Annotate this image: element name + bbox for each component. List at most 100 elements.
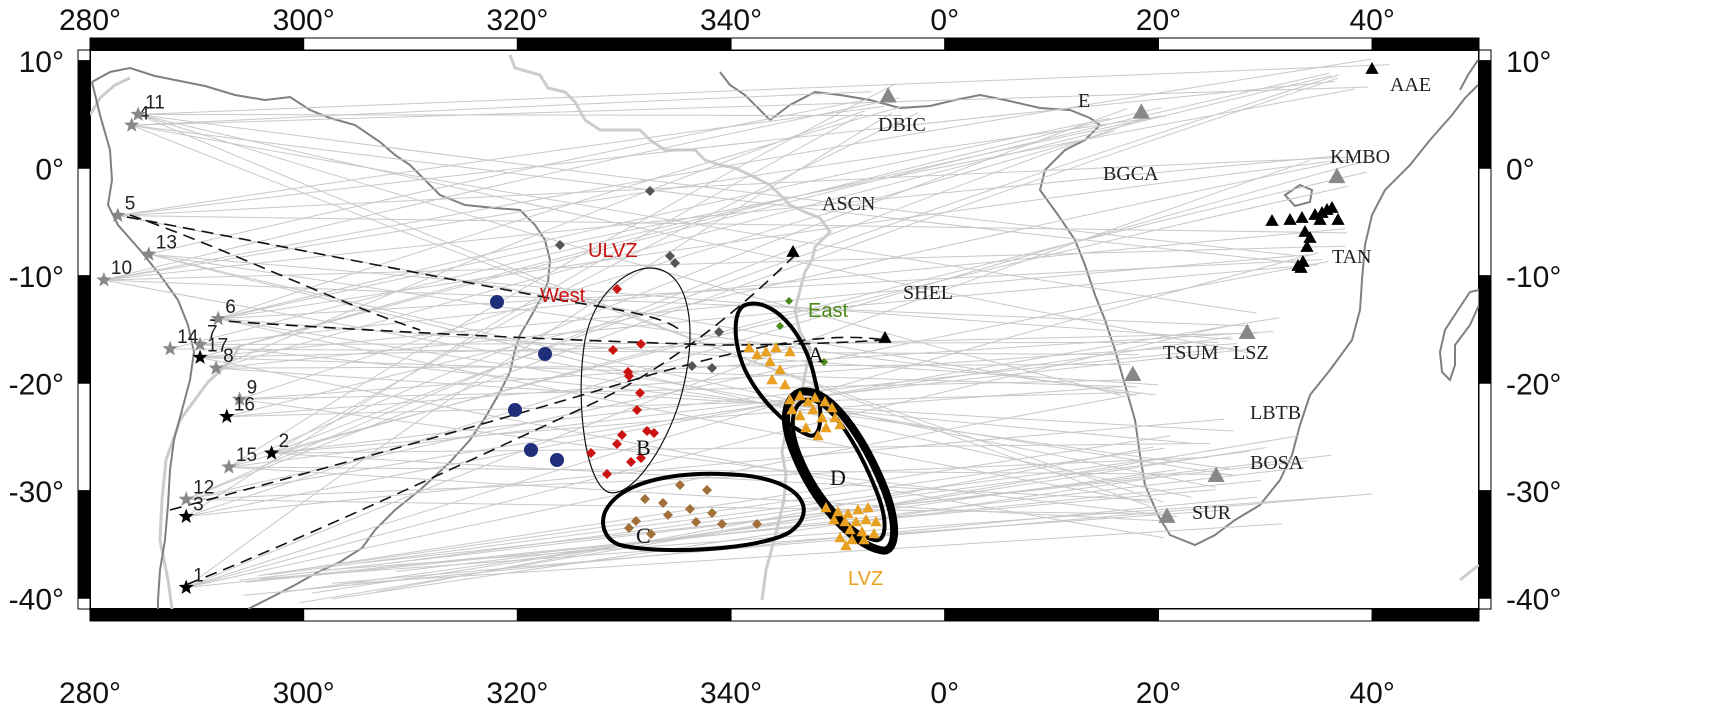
ulvz-east-diamond xyxy=(785,297,793,305)
ray-path xyxy=(138,114,1303,257)
x-tick-label-bottom: 320° xyxy=(486,677,548,710)
event-label: 14 xyxy=(177,327,199,348)
frame-bar-top xyxy=(1371,37,1480,51)
ray-path xyxy=(271,442,1210,454)
event-label: 6 xyxy=(225,297,236,318)
event-star xyxy=(178,579,194,594)
zone-c-diamond xyxy=(624,523,634,533)
frame-bar-left xyxy=(77,167,91,277)
lvz-triangle xyxy=(779,379,791,390)
lvz-triangle xyxy=(834,419,846,430)
frame-bar-top xyxy=(730,37,946,51)
zone-c-diamond xyxy=(646,529,656,539)
frame-bar-left xyxy=(77,490,91,599)
frame-bar-right xyxy=(1478,60,1492,169)
ray-path xyxy=(376,446,1154,593)
frame-bar-left xyxy=(77,49,91,62)
event-label: 2 xyxy=(279,431,290,452)
coastlines xyxy=(91,59,1479,609)
station-label-ascn: ASCN xyxy=(822,193,875,215)
ray-path xyxy=(271,74,1339,454)
station-label-bgca: BGCA xyxy=(1103,163,1159,185)
station-label-tsum: TSUM xyxy=(1163,342,1219,364)
gray-diamond xyxy=(665,251,675,261)
black-triangle xyxy=(878,331,892,343)
ulvz-west-diamond xyxy=(624,371,634,381)
event-label: 5 xyxy=(125,194,136,215)
x-tick-label-bottom: 40° xyxy=(1349,677,1394,710)
y-tick-label-left: 10° xyxy=(19,46,64,79)
ray-path xyxy=(137,114,1151,507)
ray-path xyxy=(185,77,1338,500)
ray-path xyxy=(186,317,1279,518)
ray-path xyxy=(117,105,885,217)
station-triangle xyxy=(1328,167,1346,184)
ray-path xyxy=(216,264,1319,369)
station-triangle xyxy=(1238,323,1256,340)
frame-bar-bottom xyxy=(89,608,305,622)
ray-path xyxy=(131,124,1164,503)
station-label-shel: SHEL xyxy=(903,282,953,304)
region-b-label: B xyxy=(636,435,651,460)
y-tick-label-right: 10° xyxy=(1506,46,1551,79)
ulvz-west-diamond xyxy=(586,448,596,458)
lvz-triangle xyxy=(868,528,880,539)
x-tick-label-top: 0° xyxy=(930,4,959,37)
ray-path xyxy=(170,348,1139,356)
ray-path xyxy=(199,106,1162,358)
lvz-label: LVZ xyxy=(848,568,883,590)
ray-path xyxy=(131,124,1298,264)
ulvz-west-diamond xyxy=(636,453,646,463)
ray-path xyxy=(138,114,903,117)
ray-path xyxy=(199,344,1192,444)
ray-path xyxy=(245,479,1261,583)
y-tick-label-left: -40° xyxy=(9,583,64,616)
frame-bar-top xyxy=(944,37,1159,51)
lvz-triangle xyxy=(816,412,828,423)
frame-bar-bottom xyxy=(944,608,1159,622)
frame-bar-right xyxy=(1478,49,1492,62)
x-tick-label-top: 320° xyxy=(486,4,548,37)
station-triangle xyxy=(879,87,897,103)
frame-bar-top xyxy=(303,37,518,51)
event-star xyxy=(130,106,146,121)
lvz-triangle xyxy=(794,410,806,421)
blue-dot xyxy=(550,453,564,467)
zone-c-diamond xyxy=(658,498,668,508)
event-label: 1 xyxy=(193,566,204,587)
lvz-triangle xyxy=(844,524,856,535)
frame-bar-left xyxy=(77,275,91,384)
ray-path xyxy=(103,245,1346,281)
ray-path xyxy=(137,114,1122,396)
ray-path xyxy=(117,215,1348,234)
ray-path xyxy=(148,253,1156,396)
frame-bar-bottom xyxy=(303,608,518,622)
lvz-triangle xyxy=(852,504,864,515)
station-triangle xyxy=(1132,103,1150,119)
station-label-sur: SUR xyxy=(1192,502,1232,524)
ray-path xyxy=(218,105,904,320)
ray-path xyxy=(186,252,1319,588)
frame-bar-top xyxy=(89,37,305,51)
frame-bar-right xyxy=(1478,490,1492,599)
data-symbols xyxy=(490,62,1379,551)
ulvz-west-diamond xyxy=(612,439,622,449)
ray-path xyxy=(228,348,1252,468)
y-tick-label-left: -20° xyxy=(9,368,64,401)
lvz-triangle xyxy=(743,342,755,353)
ray-path xyxy=(226,158,1354,418)
ulvz-west-diamond xyxy=(626,457,636,467)
x-tick-label-bottom: 300° xyxy=(273,677,335,710)
event-star xyxy=(264,445,280,460)
lvz-triangle xyxy=(802,396,814,407)
region-a-outline xyxy=(733,301,823,438)
y-tick-label-right: -30° xyxy=(1506,476,1561,509)
frame-bar-top xyxy=(1157,37,1373,51)
region-c-label: C xyxy=(636,523,651,548)
station-triangle xyxy=(1158,507,1176,523)
east-label: East xyxy=(808,300,848,322)
ray-path xyxy=(148,253,1192,498)
ray-path xyxy=(228,108,1128,468)
lvz-triangle xyxy=(819,396,831,407)
ray-path xyxy=(218,117,1110,320)
